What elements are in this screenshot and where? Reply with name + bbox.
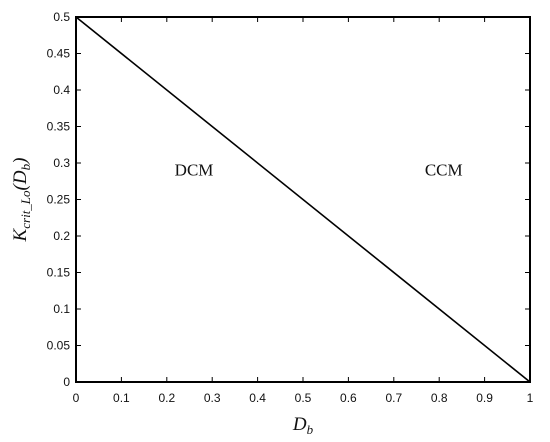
- x-tick-label: 0.1: [113, 391, 130, 405]
- y-axis-title: Kcrit_Lo(Db): [10, 158, 33, 243]
- x-tick-label: 0.5: [295, 391, 312, 405]
- annotations: DCM CCM: [175, 161, 463, 180]
- series: [75, 16, 531, 383]
- x-axis-title: Db: [292, 414, 314, 437]
- y-tick-label: 0.35: [47, 120, 71, 134]
- plot-frame: [75, 16, 531, 383]
- y-tick-label: 0.45: [47, 47, 71, 61]
- y-tick-label: 0: [63, 375, 70, 389]
- y-tick-label: 0.4: [53, 83, 70, 97]
- tick-labels: 0 0.1 0.2 0.3 0.4 0.5 0.6 0.7 0.8 0.9 1 0 0.05 0.1 0.1…: [47, 10, 534, 405]
- x-tick-label: 0.3: [204, 391, 221, 405]
- x-tick-label: 1: [527, 391, 534, 405]
- y-tick-label: 0.2: [53, 229, 70, 243]
- x-tick-label: 0.6: [340, 391, 357, 405]
- x-tick-label: 0.2: [158, 391, 175, 405]
- series-line: [75, 16, 531, 383]
- y-tick-label: 0.3: [53, 156, 70, 170]
- region-label: DCM: [175, 161, 214, 180]
- x-tick-label: 0.7: [385, 391, 402, 405]
- y-tick-label: 0.1: [53, 302, 70, 316]
- region-label: CCM: [425, 161, 463, 180]
- y-tick-label: 0.05: [47, 339, 71, 353]
- y-tick-label: 0.5: [53, 10, 70, 24]
- y-tick-label: 0.15: [47, 266, 71, 280]
- x-tick-label: 0.9: [476, 391, 493, 405]
- x-tick-label: 0: [73, 391, 80, 405]
- x-tick-label: 0.4: [249, 391, 266, 405]
- x-tick-label: 0.8: [431, 391, 448, 405]
- y-tick-label: 0.25: [47, 193, 71, 207]
